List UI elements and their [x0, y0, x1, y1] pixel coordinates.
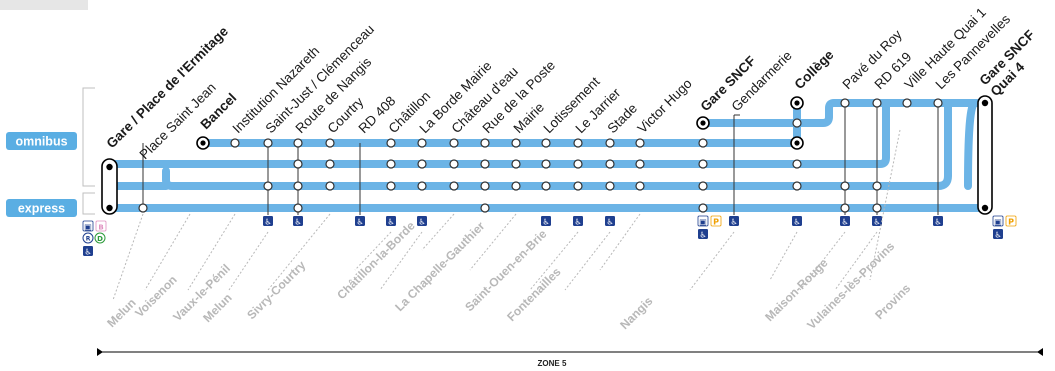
svg-text:P: P: [1008, 218, 1014, 227]
train-icon: ▣: [82, 220, 94, 232]
svg-text:P: P: [713, 218, 719, 227]
express-label: express: [18, 202, 65, 216]
stop-connectors: [142, 103, 939, 215]
wheelchair-icon: ♿: [729, 216, 739, 227]
terminus-left: [101, 158, 118, 215]
header-fragment: [0, 0, 88, 10]
svg-text:♿: ♿: [294, 218, 301, 227]
zone-bar: ZONE 5: [97, 348, 1043, 368]
svg-text:♿: ♿: [264, 218, 271, 227]
wheelchair-icon: ♿: [263, 216, 273, 227]
parking-icon: P: [1005, 215, 1017, 227]
route-college-loop: [699, 99, 988, 127]
terminus-right: [977, 95, 993, 215]
wheelchair-icon: ♿: [573, 216, 583, 227]
svg-text:♿: ♿: [84, 248, 91, 257]
omnibus-badge: omnibus: [6, 132, 77, 150]
wheelchair-icon: ♿: [83, 246, 93, 257]
svg-text:R: R: [86, 236, 91, 243]
service-brackets: [82, 87, 95, 215]
wheelchair-icon: ♿: [698, 229, 708, 240]
wheelchair-icon: ♿: [872, 216, 882, 227]
wheelchair-icon: ♿: [386, 216, 396, 227]
svg-text:♿: ♿: [994, 231, 1001, 240]
wheelchair-icon: ♿: [933, 216, 943, 227]
commune-label: Nangis: [617, 294, 655, 332]
svg-text:D: D: [97, 235, 103, 243]
commune-label: Provins: [872, 281, 913, 322]
bus-icon: B: [95, 220, 107, 232]
wheelchair-icon: ♿: [993, 229, 1003, 240]
svg-text:▣: ▣: [699, 218, 707, 227]
zone-label: ZONE 5: [538, 359, 567, 368]
rer-icon: R: [82, 232, 94, 244]
wheelchair-icon: ♿: [417, 216, 427, 227]
svg-text:♿: ♿: [542, 218, 549, 227]
svg-text:♿: ♿: [873, 218, 880, 227]
stop-label: Victor Hugo: [635, 76, 695, 136]
stop-markers: [138, 98, 943, 213]
commune-label: Châtillon-la-Borde: [334, 218, 418, 302]
svg-text:▣: ▣: [84, 223, 92, 232]
svg-text:♿: ♿: [418, 218, 425, 227]
stop-label: Collège: [792, 47, 837, 92]
svg-text:♿: ♿: [387, 218, 394, 227]
wheelchair-icon: ♿: [840, 216, 850, 227]
svg-text:♿: ♿: [574, 218, 581, 227]
route-line-4: [964, 99, 979, 190]
route-lines: [106, 99, 988, 212]
svg-text:♿: ♿: [606, 218, 613, 227]
svg-text:♿: ♿: [730, 218, 737, 227]
svg-text:♿: ♿: [793, 218, 800, 227]
commune-label: Fontenailles: [504, 264, 564, 324]
svg-text:▣: ▣: [994, 218, 1002, 227]
svg-text:B: B: [98, 224, 103, 232]
metro-icon: D: [94, 232, 106, 244]
commune-label: Sivry-Courtry: [244, 258, 308, 322]
parking-icon: P: [710, 215, 722, 227]
train-icon: ▣: [992, 215, 1004, 227]
wheelchair-icon: ♿: [293, 216, 303, 227]
commune-label: Melun: [104, 296, 138, 330]
express-badge: express: [6, 199, 77, 217]
wheelchair-icon: ♿: [541, 216, 551, 227]
svg-text:♿: ♿: [934, 218, 941, 227]
svg-text:♿: ♿: [356, 218, 363, 227]
train-icon: ▣: [697, 215, 709, 227]
connection-icons: ♿ ♿ ♿ ♿ ♿ ♿ ♿ ♿ ♿ ♿ ♿ ♿ ♿ ▣ P ♿ ▣ P ♿ ▣ BR D ♿: [82, 215, 1017, 257]
commune-leaders: [112, 129, 901, 301]
wheelchair-icon: ♿: [605, 216, 615, 227]
svg-text:♿: ♿: [841, 218, 848, 227]
wheelchair-icon: ♿: [355, 216, 365, 227]
omnibus-label: omnibus: [15, 135, 67, 149]
wheelchair-icon: ♿: [792, 216, 802, 227]
svg-text:♿: ♿: [699, 231, 706, 240]
route-line-2: [106, 99, 890, 168]
major-stop-markers: [196, 96, 804, 150]
